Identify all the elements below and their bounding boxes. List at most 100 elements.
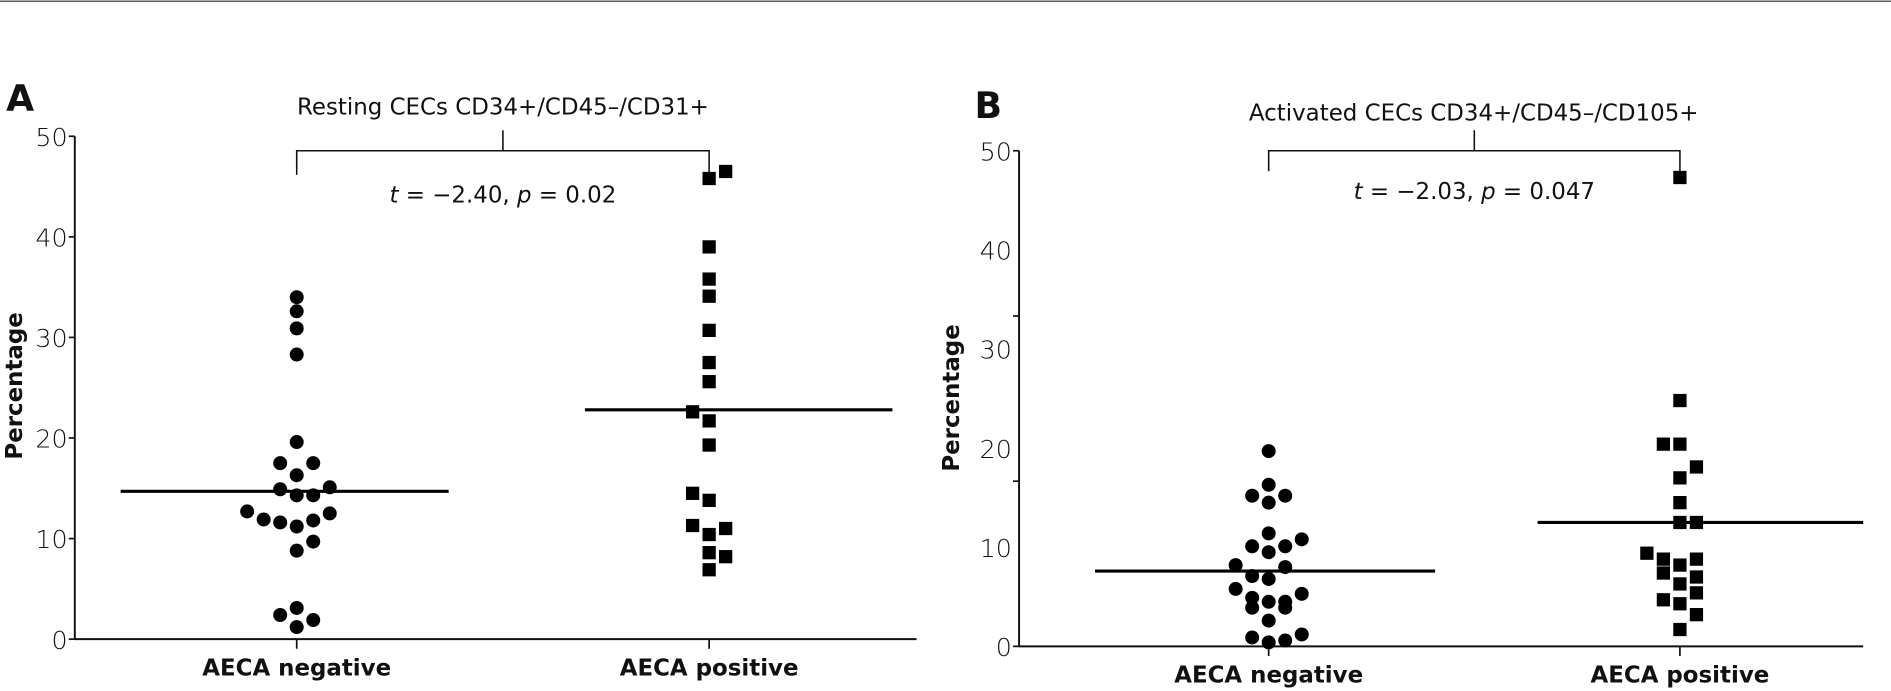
data-point-circle xyxy=(322,506,337,521)
data-point-circle xyxy=(289,347,304,362)
data-point-circle xyxy=(1245,488,1260,503)
data-point-square xyxy=(685,405,700,419)
data-point-circle xyxy=(256,512,271,527)
annotation-p-text: = 0.02 xyxy=(532,183,617,209)
data-point-circle xyxy=(1261,635,1276,650)
data-point-circle xyxy=(289,304,304,319)
y-axis-label: Percentage xyxy=(2,312,28,459)
data-point-square xyxy=(702,240,716,254)
data-point-circle xyxy=(1294,532,1309,547)
data-point-circle xyxy=(273,456,288,471)
data-point-circle xyxy=(1245,630,1260,645)
data-point-circle xyxy=(1245,600,1260,615)
data-point-square xyxy=(1656,437,1671,451)
panel-label: A xyxy=(6,77,34,120)
y-tick-label: 20 xyxy=(35,424,67,454)
data-point-circle xyxy=(240,504,255,519)
data-point-square xyxy=(702,414,716,428)
category-label: AECA positive xyxy=(1591,663,1770,689)
data-point-square xyxy=(1673,558,1687,572)
panel-a: A Resting CECs CD34+/CD45–/CD31+ 0 10 20 30 40… xyxy=(2,77,917,681)
y-tick-label: 0 xyxy=(996,632,1012,662)
data-point-circle xyxy=(1278,600,1293,615)
y-tick-label: 30 xyxy=(980,335,1012,365)
data-point-square xyxy=(702,493,716,507)
data-point-circle xyxy=(1294,627,1309,642)
annotation-t-label: t xyxy=(1354,179,1364,205)
annotation-t-text: = −2.03, xyxy=(1363,179,1482,205)
data-point-circle xyxy=(289,519,304,534)
data-point-circle xyxy=(306,613,321,628)
data-point-circle xyxy=(289,290,304,305)
data-point-circle xyxy=(289,543,304,558)
data-point-circle xyxy=(289,468,304,483)
data-point-circle xyxy=(1294,586,1309,601)
data-point-circle xyxy=(1278,539,1293,554)
data-point-circle xyxy=(273,515,288,530)
data-point-square xyxy=(1673,622,1687,637)
data-point-square xyxy=(702,289,716,303)
data-point-square xyxy=(1656,566,1671,580)
data-point-square xyxy=(702,323,716,338)
data-point-square xyxy=(1689,608,1704,622)
data-point-square xyxy=(1673,393,1687,408)
y-tick-label: 10 xyxy=(980,533,1012,563)
chart-title: Activated CECs CD34+/CD45–/CD105+ xyxy=(1249,101,1699,127)
data-point-circle xyxy=(1261,545,1276,560)
data-point-square xyxy=(1689,552,1704,566)
data-point-circle xyxy=(1261,571,1276,586)
data-point-circle xyxy=(1228,581,1243,596)
data-point-circle xyxy=(1261,477,1276,492)
annotation-t-text: = −2.40, xyxy=(399,183,518,209)
data-point-circle xyxy=(1261,526,1276,541)
data-point-square xyxy=(719,164,733,179)
significance-bracket xyxy=(1267,130,1681,172)
data-point-circle xyxy=(1261,495,1276,510)
data-point-square xyxy=(1673,471,1687,485)
y-tick-label: 40 xyxy=(980,236,1012,266)
y-axis-label: Percentage xyxy=(939,324,965,471)
significance-annotation: t = −2.03, p = 0.047 xyxy=(1354,179,1595,205)
data-point-square xyxy=(702,527,716,542)
significance-bracket xyxy=(295,130,710,175)
y-tick-label: 50 xyxy=(980,136,1012,166)
data-point-circle xyxy=(1245,590,1260,605)
data-point-circle xyxy=(306,534,321,549)
category-label: AECA positive xyxy=(620,655,799,681)
data-point-square xyxy=(702,171,716,186)
category-label: AECA negative xyxy=(202,655,391,681)
data-point-square xyxy=(685,518,700,533)
y-tick-label: 40 xyxy=(35,222,67,252)
data-point-circle xyxy=(1228,558,1243,573)
data-point-square xyxy=(1673,597,1687,611)
data-point-square xyxy=(1673,437,1687,451)
data-point-square xyxy=(1656,593,1671,607)
data-point-circle xyxy=(1261,594,1276,609)
data-point-circle xyxy=(289,435,304,450)
data-point-square xyxy=(1689,570,1704,584)
data-point-circle xyxy=(1278,488,1293,503)
data-point-square xyxy=(1640,546,1654,560)
data-point-circle xyxy=(1278,633,1293,648)
data-point-square xyxy=(702,563,716,577)
chart-title: Resting CECs CD34+/CD45–/CD31+ xyxy=(297,95,709,121)
data-point-square xyxy=(685,486,700,500)
annotation-p-label: p xyxy=(1480,179,1496,205)
y-tick-label: 0 xyxy=(51,625,67,655)
data-point-square xyxy=(719,550,733,564)
data-point-square xyxy=(1656,552,1671,566)
category-label: AECA negative xyxy=(1174,663,1363,689)
data-point-square xyxy=(702,438,716,452)
data-point-circle xyxy=(273,482,288,497)
data-point-circle xyxy=(1261,444,1276,459)
data-point-circle xyxy=(306,456,321,471)
data-point-square xyxy=(719,521,733,536)
data-point-square xyxy=(702,546,716,560)
data-point-circle xyxy=(289,321,304,336)
y-tick-label: 30 xyxy=(35,323,67,353)
data-point-circle xyxy=(1261,613,1276,628)
y-tick-label: 10 xyxy=(35,524,67,554)
annotation-p-label: p xyxy=(516,183,532,209)
data-point-square xyxy=(702,375,716,389)
